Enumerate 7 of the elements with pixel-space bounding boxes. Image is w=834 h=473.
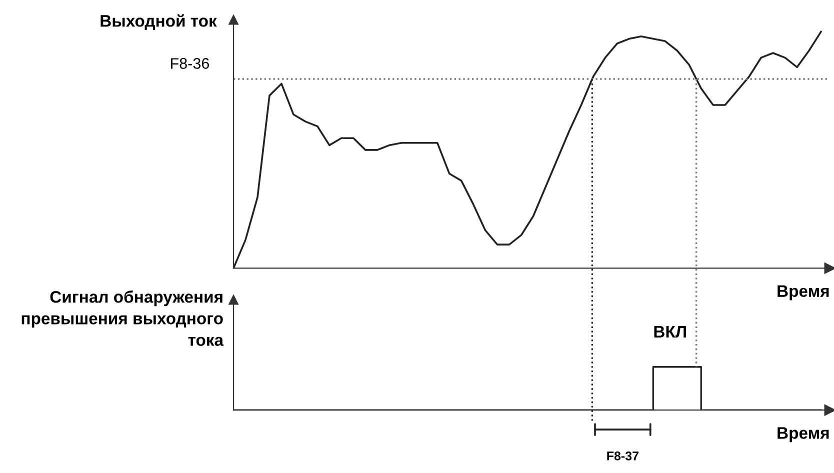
x-axis-title: Время: [778, 427, 829, 442]
x-axis-title: Время: [778, 285, 829, 300]
y-axis-title: Сигнал обнаружения превышения выходного тока: [22, 290, 224, 346]
y-axis-title: Выходной ток: [100, 14, 217, 30]
text: F8-37: [607, 451, 638, 460]
text: ВКЛ: [654, 326, 686, 338]
ref-line-label: F8-36: [171, 58, 209, 69]
